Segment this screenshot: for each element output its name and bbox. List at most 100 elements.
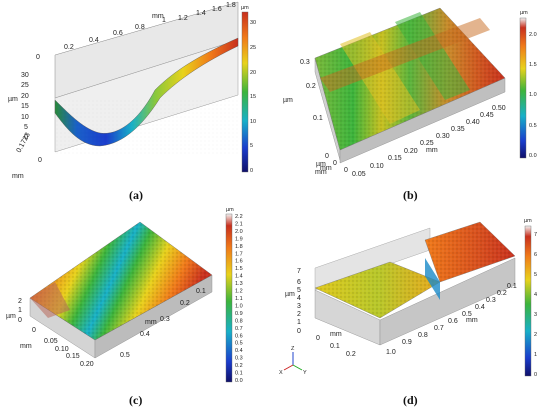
colorbar-tick: 0.8: [235, 318, 243, 324]
panel-a-cb-tick: 15: [250, 94, 256, 100]
panel-d-x-tick-1: 0.9: [402, 339, 412, 346]
panel-c-depth-tick-2: 0.3: [160, 316, 170, 323]
panel-d-step-wall: [425, 258, 440, 300]
panel-d-x-tick-5: 0.5: [462, 311, 472, 318]
panel-b-x-tick-9: 0.45: [480, 112, 494, 119]
panel-d: 7 6 5 4 3 2 1 0 µm 0 0.1 0.2 mm 1.0 0.9 …: [279, 218, 537, 407]
colorbar-tick: 1.4: [235, 274, 243, 280]
panel-b-x-tick-6: 0.30: [436, 133, 450, 140]
panel-a-z-label: mm: [12, 173, 24, 180]
panel-d-caption: (d): [403, 393, 418, 407]
panel-a-y-label: µm: [8, 96, 18, 103]
panel-d-x-tick-9: 0.1: [507, 283, 517, 290]
panel-b-um-bottom: µm: [316, 161, 326, 168]
colorbar-tick: 6: [534, 252, 537, 258]
panel-a-cb-tick: 10: [250, 119, 256, 125]
panel-d-y-tick-6: 1: [297, 319, 301, 326]
panel-b: 0.3 0.2 0.1 µm 0 0 mm 0 0.05 0.10 0.15 0…: [283, 7, 537, 202]
panel-d-colorbar-ticks: 7 6 5 4 3 2 1 0: [534, 232, 537, 378]
panel-a-x-tick-0: 0.2: [64, 44, 74, 51]
triad-x-label: X: [279, 370, 283, 376]
panel-b-cb-tick: 1.5: [529, 62, 537, 68]
panel-b-x-tick-1: 0.05: [352, 171, 366, 178]
panel-d-colorbar-unit: µm: [524, 218, 532, 224]
panel-a-x-tick-7: 1.6: [212, 6, 222, 13]
panel-a-x-tick-1: 0.4: [89, 37, 99, 44]
panel-c-depth-tick-1: 0.2: [180, 300, 190, 307]
colorbar-tick: 0.0: [235, 378, 243, 384]
colorbar-tick: 0.1: [235, 371, 243, 377]
panel-a-z-tick-1: 0: [38, 157, 42, 164]
panel-c-x-tick-4: 0.20: [80, 361, 94, 368]
panel-d-front-wall: [379, 257, 516, 346]
colorbar-tick: 1.9: [235, 236, 243, 242]
panel-d-x-tick-3: 0.7: [434, 325, 444, 332]
colorbar-tick: 1.3: [235, 281, 243, 287]
panel-d-y-tick-3: 4: [297, 295, 301, 302]
panel-a-x-tick-8: 1.8: [226, 2, 236, 9]
panel-c-depth-tick-4: 0.5: [120, 352, 130, 359]
panel-c-caption: (c): [129, 393, 142, 407]
panel-d-x-tick-6: 0.4: [475, 304, 485, 311]
panel-c-x-tick-2: 0.10: [55, 346, 69, 353]
panel-b-x-label: mm: [426, 147, 438, 154]
panel-c: 2 1 0 µm 0 0.05 0.10 0.15 0.20 mm 0.1 0.…: [6, 207, 243, 407]
panel-d-y-tick-1: 6: [297, 279, 301, 286]
colorbar-tick: 3: [534, 312, 537, 318]
panel-d-x-tick-4: 0.6: [448, 318, 458, 325]
panel-c-depth-label: mm: [145, 319, 157, 326]
panel-a-x-tick-4: 1: [162, 17, 166, 24]
triad-y-label: Y: [303, 370, 307, 376]
panel-c-colorbar-unit: µm: [226, 207, 234, 213]
colorbar-tick: 1.6: [235, 259, 243, 265]
axis-triad: Z X Y: [279, 346, 307, 376]
panel-d-y-tick-7: 0: [297, 328, 301, 335]
panel-b-x-tick-4: 0.20: [404, 148, 418, 155]
panel-a-z-tick-0: 0.1723: [16, 132, 32, 154]
colorbar-tick: 0.7: [235, 326, 243, 332]
panel-d-depth-tick-0: 0: [316, 335, 320, 342]
panel-b-cb-tick: 1.0: [529, 92, 537, 98]
panel-b-y-label: µm: [283, 97, 293, 104]
panel-d-colorbar: [524, 225, 532, 377]
colorbar-tick: 1: [534, 352, 537, 358]
panel-c-x-label: mm: [20, 343, 32, 350]
panel-d-y-tick-4: 3: [297, 303, 301, 310]
colorbar-tick: 1.5: [235, 266, 243, 272]
panel-d-depth-tick-2: 0.2: [346, 351, 356, 358]
colorbar-tick: 7: [534, 232, 537, 238]
panel-c-depth-tick-3: 0.4: [140, 331, 150, 338]
panel-d-x-tick-2: 0.8: [418, 332, 428, 339]
colorbar-tick: 1.7: [235, 251, 243, 257]
panel-c-y-tick-2: 0: [18, 317, 22, 324]
panel-d-x-tick-8: 0.2: [497, 290, 507, 297]
panel-b-y-tick-2: 0.1: [313, 115, 323, 122]
colorbar-tick: 0: [534, 372, 537, 378]
colorbar-tick: 5: [534, 272, 537, 278]
panel-a-cb-tick: 5: [250, 143, 253, 149]
panel-a-y-tick-5: 5: [24, 124, 28, 131]
panel-c-x-tick-1: 0.05: [44, 338, 58, 345]
colorbar-tick: 1.2: [235, 289, 243, 295]
panel-b-y-tick-1: 0.2: [306, 83, 316, 90]
colorbar-tick: 1.0: [235, 303, 243, 309]
triad-z-label: Z: [291, 346, 295, 352]
panel-b-colorbar-ticks: 2.0 1.5 1.0 0.5 0.0: [529, 32, 537, 159]
panel-c-y-label: µm: [6, 313, 16, 320]
panel-a-x-tick-5: 1.2: [178, 15, 188, 22]
panel-d-x-tick-0: 1.0: [386, 349, 396, 356]
panel-d-depth-tick-1: 0.1: [330, 343, 340, 350]
panel-a-cb-tick: 0: [250, 168, 253, 174]
panel-d-y-tick-0: 7: [297, 268, 301, 275]
panel-a-y-tick-4: 10: [21, 114, 29, 121]
panel-c-x-tick-0: 0: [32, 327, 36, 334]
colorbar-tick: 0.6: [235, 333, 243, 339]
colorbar-tick: 0.9: [235, 311, 243, 317]
panel-a-x-tick-6: 1.4: [196, 10, 206, 17]
panel-d-x-tick-7: 0.3: [486, 297, 496, 304]
panel-b-x-tick-10: 0.50: [492, 105, 506, 112]
panel-a-y-tick-2: 20: [21, 93, 29, 100]
colorbar-tick: 2.2: [235, 214, 243, 220]
panel-d-y-label: µm: [285, 291, 295, 298]
